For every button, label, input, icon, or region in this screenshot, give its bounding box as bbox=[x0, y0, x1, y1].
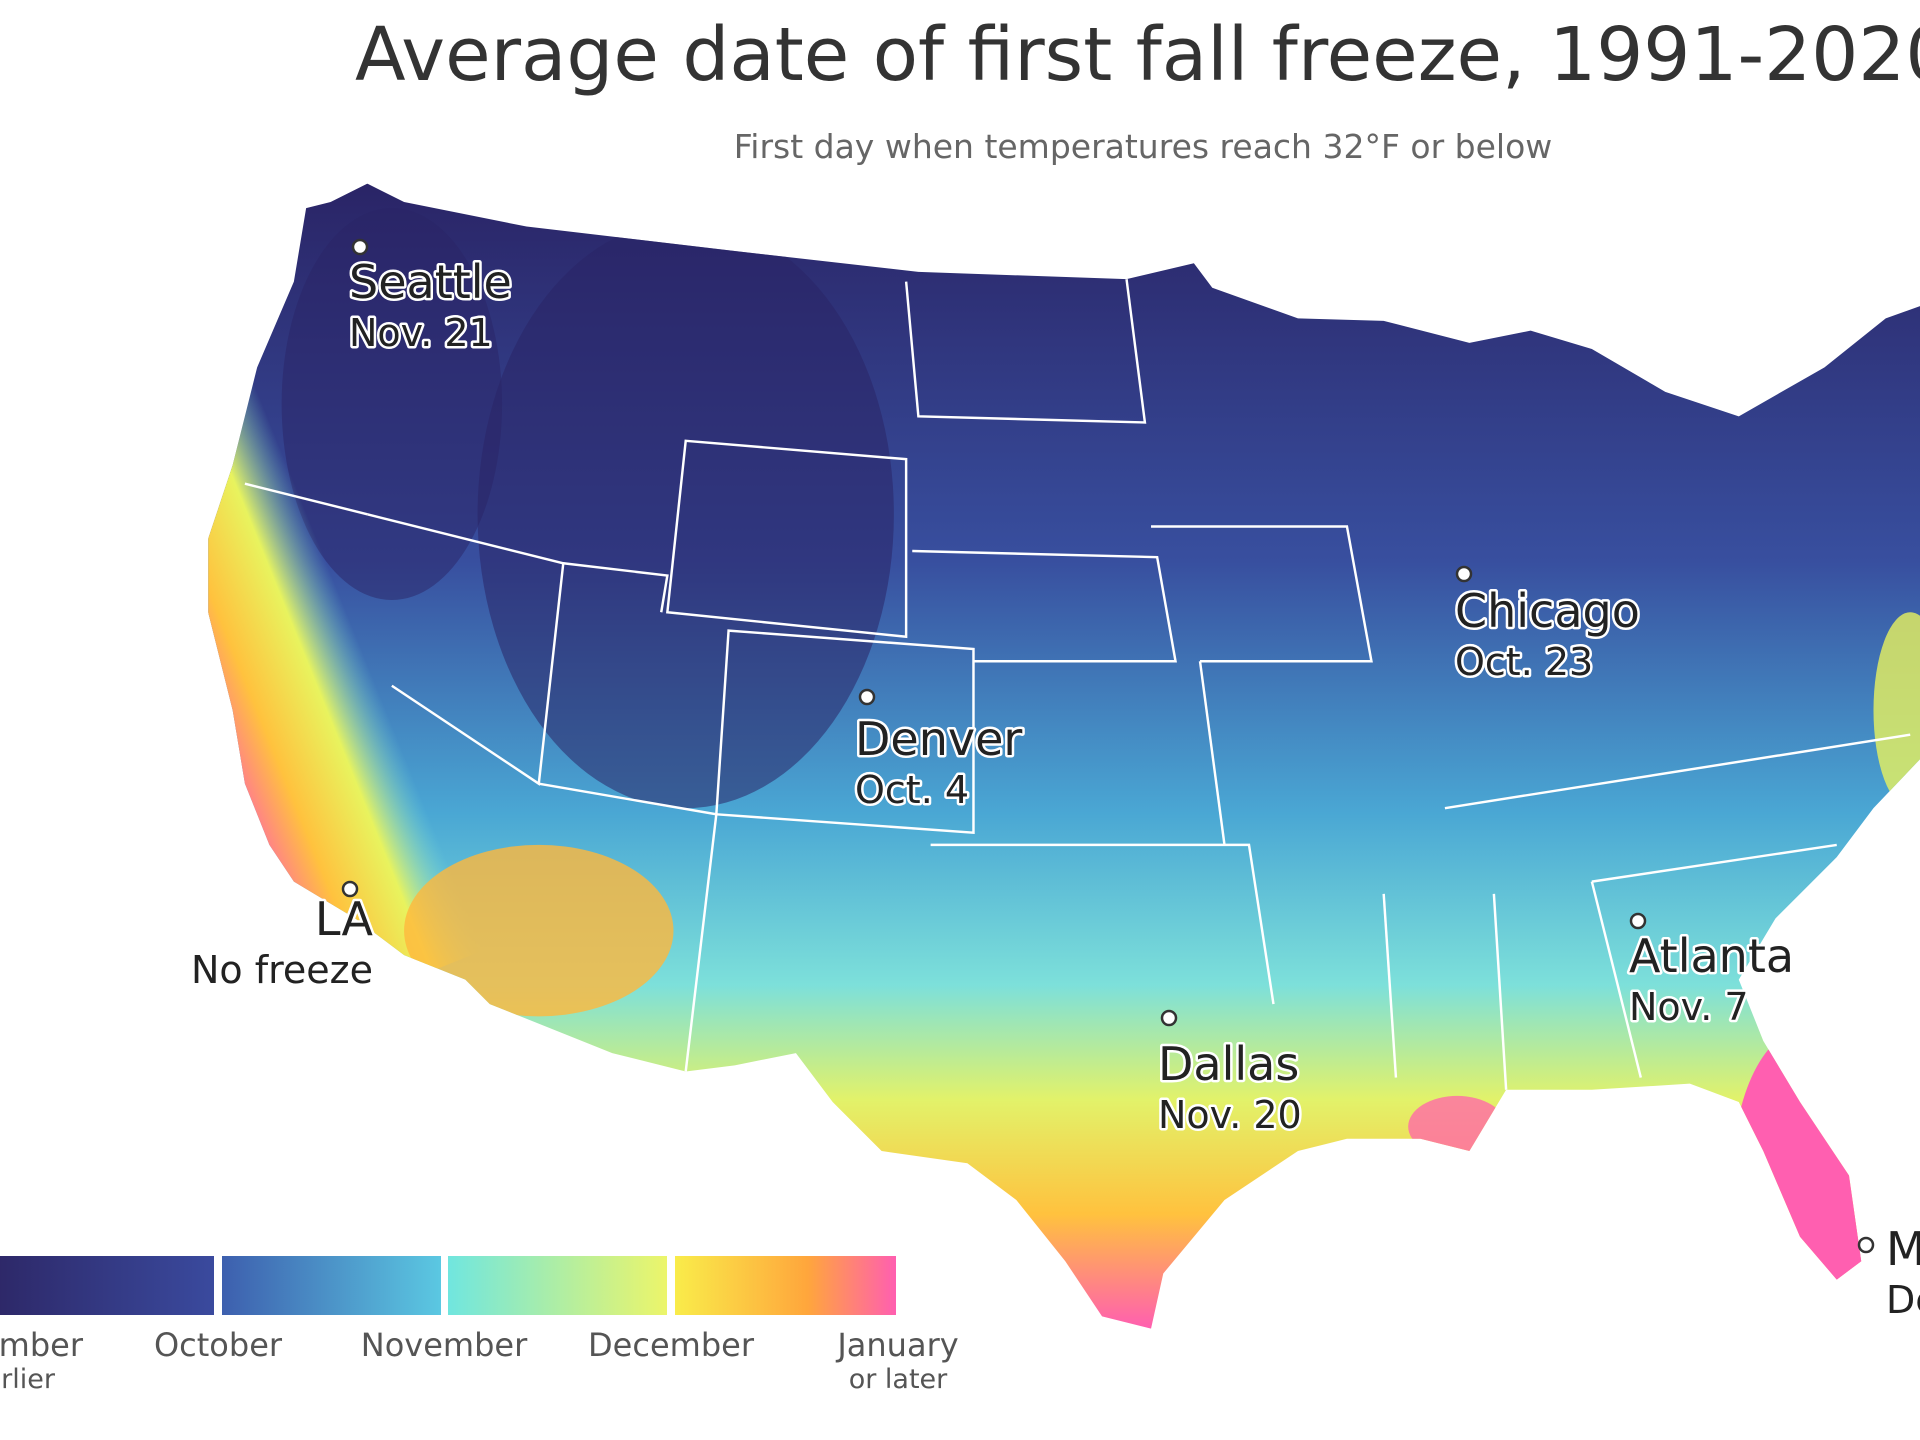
city-name: M bbox=[1886, 1222, 1920, 1276]
mountain-region bbox=[281, 208, 503, 601]
city-date: Oct. 23 bbox=[1455, 640, 1593, 684]
city-dot bbox=[1160, 1009, 1178, 1027]
legend-label: January bbox=[835, 1326, 958, 1364]
legend-swatch bbox=[448, 1256, 667, 1315]
legend-label: December bbox=[588, 1326, 755, 1364]
legend-label: October bbox=[154, 1326, 283, 1364]
city-name: LA bbox=[315, 892, 374, 946]
legend-swatch bbox=[675, 1256, 896, 1315]
legend-swatch bbox=[222, 1256, 441, 1315]
city-date: Nov. 20 bbox=[1158, 1093, 1302, 1137]
legend-sublabel: rlier bbox=[1, 1364, 56, 1395]
city: MDe bbox=[1857, 1220, 1920, 1325]
city-date: Nov. 21 bbox=[349, 311, 493, 355]
legend-label: November bbox=[361, 1326, 528, 1364]
gulf-region bbox=[1408, 1095, 1507, 1158]
city-dot bbox=[1857, 1236, 1875, 1254]
city-name: Chicago bbox=[1455, 584, 1640, 638]
city-dot bbox=[341, 880, 359, 898]
legend-sublabel: or later bbox=[849, 1364, 948, 1395]
florida-region bbox=[1732, 1028, 1880, 1323]
state-lines bbox=[244, 279, 1911, 1090]
city-date: No freeze bbox=[191, 948, 373, 992]
desert-region bbox=[404, 844, 674, 1017]
legend-label: mber bbox=[0, 1326, 84, 1364]
city-name: Dallas bbox=[1158, 1037, 1299, 1091]
city-name: Denver bbox=[855, 712, 1022, 766]
title: Average date of first fall freeze, 1991-… bbox=[355, 12, 1920, 98]
city-date: De bbox=[1886, 1278, 1920, 1322]
coastal-region bbox=[1873, 612, 1920, 809]
city-dot bbox=[858, 688, 876, 706]
city-date: Oct. 4 bbox=[855, 768, 969, 812]
mountain-region bbox=[477, 220, 894, 809]
city-name: Atlanta bbox=[1629, 929, 1794, 983]
subtitle: First day when temperatures reach 32°F o… bbox=[734, 127, 1553, 166]
city-dot bbox=[1629, 912, 1647, 930]
city-dot bbox=[1455, 565, 1473, 583]
city-dot bbox=[351, 238, 369, 256]
city-date: Nov. 7 bbox=[1629, 985, 1749, 1029]
coastal-region bbox=[208, 314, 484, 1020]
legend-swatch bbox=[0, 1256, 214, 1315]
city-name: Seattle bbox=[349, 255, 512, 309]
